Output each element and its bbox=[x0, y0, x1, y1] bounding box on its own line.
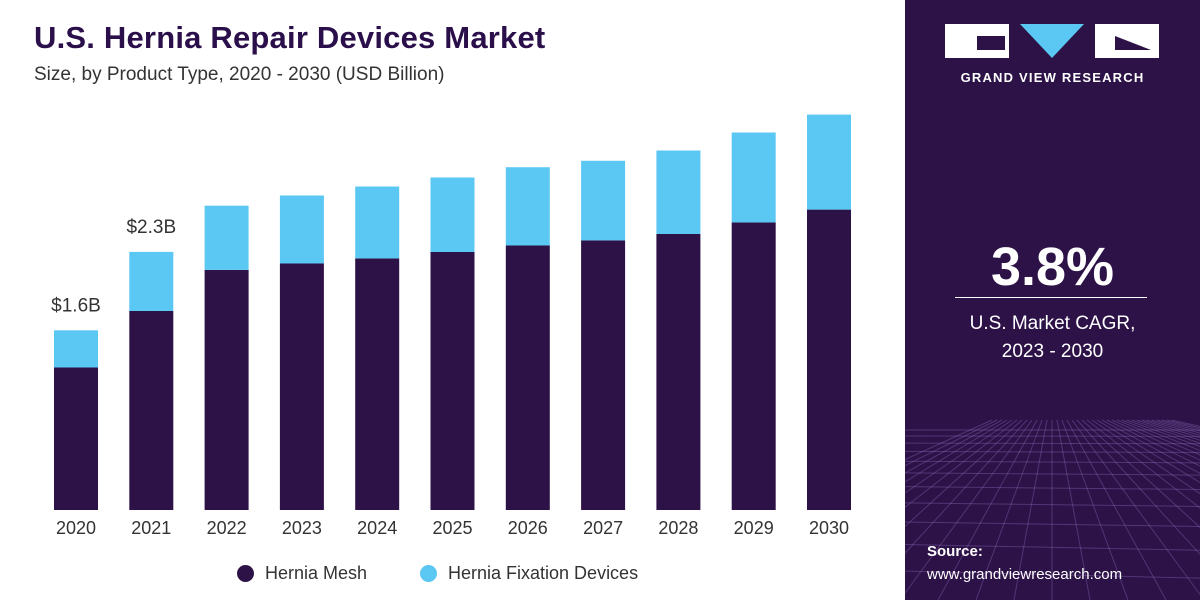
chart-title: U.S. Hernia Repair Devices Market bbox=[34, 20, 546, 55]
x-tick-label-2021: 2021 bbox=[131, 518, 171, 538]
legend-item-hernia-mesh: Hernia Mesh bbox=[237, 563, 367, 584]
gvr-logo-icon bbox=[945, 24, 1159, 58]
bar-hernia-mesh-2029 bbox=[731, 222, 776, 510]
legend-item-hernia-fixation: Hernia Fixation Devices bbox=[420, 563, 638, 584]
bar-hernia-fixation-devices-2024 bbox=[355, 186, 400, 259]
bar-hernia-mesh-2025 bbox=[430, 251, 475, 510]
x-tick-label-2030: 2030 bbox=[809, 518, 849, 538]
bar-hernia-mesh-2022 bbox=[204, 269, 249, 510]
decorative-grid bbox=[905, 419, 1200, 600]
bar-hernia-fixation-devices-2022 bbox=[204, 205, 249, 270]
source-label: Source: bbox=[927, 543, 983, 560]
legend-label-hernia-fixation: Hernia Fixation Devices bbox=[448, 563, 639, 583]
bar-hernia-fixation-devices-2027 bbox=[581, 160, 626, 241]
bar-hernia-fixation-devices-2028 bbox=[656, 150, 701, 234]
data-label-2020: $1.6B bbox=[51, 295, 101, 316]
bar-hernia-mesh-2030 bbox=[807, 209, 851, 510]
side-panel: GRAND VIEW RESEARCH 3.8% U.S. Market CAG… bbox=[905, 0, 1200, 600]
bar-hernia-mesh-2027 bbox=[581, 240, 626, 510]
bar-hernia-mesh-2023 bbox=[279, 263, 324, 510]
bar-hernia-mesh-2020 bbox=[54, 367, 98, 510]
bar-hernia-fixation-devices-2029 bbox=[731, 132, 776, 223]
x-tick-label-2028: 2028 bbox=[658, 518, 698, 538]
cagr-value: 3.8% bbox=[990, 237, 1115, 297]
bar-hernia-fixation-devices-2030 bbox=[807, 114, 851, 210]
bar-hernia-fixation-devices-2025 bbox=[430, 177, 475, 252]
x-tick-label-2027: 2027 bbox=[583, 518, 623, 538]
legend-label-hernia-mesh: Hernia Mesh bbox=[265, 563, 368, 583]
x-tick-label-2023: 2023 bbox=[282, 518, 322, 538]
bar-hernia-fixation-devices-2026 bbox=[505, 167, 550, 246]
x-tick-label-2022: 2022 bbox=[207, 518, 247, 538]
bar-hernia-mesh-2024 bbox=[355, 258, 400, 510]
chart-subtitle: Size, by Product Type, 2020 - 2030 (USD … bbox=[34, 64, 445, 85]
brand-name: GRAND VIEW RESEARCH bbox=[960, 70, 1145, 85]
bar-hernia-fixation-devices-2020 bbox=[54, 330, 98, 368]
bar-hernia-mesh-2028 bbox=[656, 234, 701, 510]
x-tick-label-2029: 2029 bbox=[734, 518, 774, 538]
bar-hernia-mesh-2026 bbox=[505, 245, 550, 510]
x-tick-label-2026: 2026 bbox=[508, 518, 548, 538]
bar-hernia-fixation-devices-2021 bbox=[129, 251, 174, 311]
bar-chart: 2020 2021 2022 2023 2024 2025 2026 2027 2028 2029… bbox=[51, 114, 851, 538]
x-tick-label-2020: 2020 bbox=[56, 518, 96, 538]
bar-hernia-mesh-2021 bbox=[129, 311, 174, 510]
cagr-label: U.S. Market CAGR, 2023 - 2030 bbox=[905, 310, 1200, 366]
legend-swatch-hernia-mesh bbox=[237, 565, 254, 582]
x-tick-label-2025: 2025 bbox=[432, 518, 472, 538]
cagr-label-line2: 2023 - 2030 bbox=[1001, 341, 1104, 362]
chart-area: U.S. Hernia Repair Devices Market Size, … bbox=[34, 20, 851, 584]
cagr-divider bbox=[955, 297, 1147, 298]
source-url: www.grandviewresearch.com bbox=[927, 566, 1123, 583]
data-label-2021: $2.3B bbox=[126, 217, 176, 238]
x-tick-label-2024: 2024 bbox=[357, 518, 397, 538]
legend-swatch-hernia-fixation bbox=[420, 565, 437, 582]
bar-hernia-fixation-devices-2023 bbox=[279, 195, 324, 264]
cagr-label-line1: U.S. Market CAGR, bbox=[969, 313, 1136, 334]
